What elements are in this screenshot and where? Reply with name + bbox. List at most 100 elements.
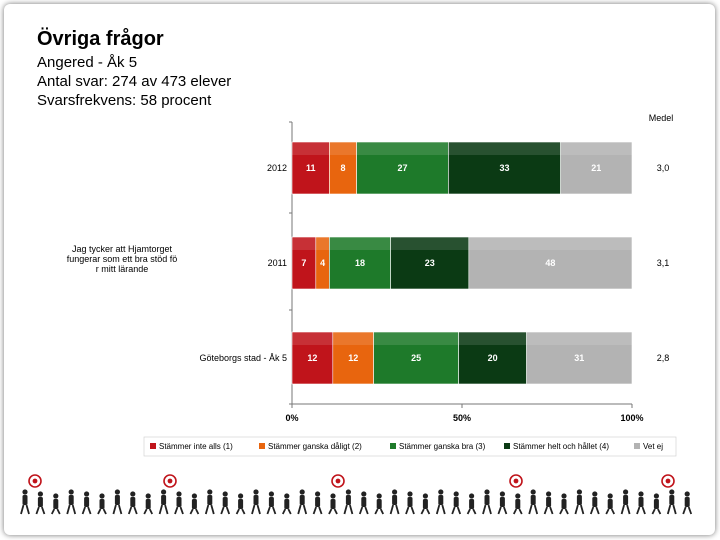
footer-figure-body — [638, 497, 644, 507]
bar-segment-highlight — [292, 142, 330, 155]
footer-figure-head — [330, 493, 336, 499]
medel-value: 3,1 — [657, 258, 670, 268]
footer-figure-leg — [636, 506, 641, 515]
bar-segment — [526, 331, 633, 385]
footer-figure-body — [253, 495, 259, 505]
footer-figure-leg — [179, 506, 184, 515]
footer-figure-body — [284, 499, 290, 509]
footer-figure-leg — [682, 506, 687, 515]
footer-figure-leg — [281, 508, 287, 515]
footer-figure-leg — [620, 504, 625, 515]
bar-segment-highlight — [458, 332, 527, 345]
medel-value: 2,8 — [657, 353, 670, 363]
footer-figure-body — [22, 495, 28, 505]
footer-figure-head — [469, 493, 475, 499]
footer-figure-leg — [451, 506, 456, 515]
footer-figure-leg — [466, 508, 471, 515]
footer-figure-head — [191, 493, 197, 499]
bar-segment-highlight — [560, 142, 632, 155]
footer-figure-leg — [651, 508, 656, 515]
footer-figure-leg — [580, 504, 585, 515]
footer-figure-leg — [487, 504, 492, 515]
footer-figure-leg — [195, 508, 200, 515]
footer-figure-head — [284, 493, 290, 499]
footer-figure-head — [499, 491, 505, 497]
footer-figure-head — [53, 493, 59, 499]
footer-figure-leg — [657, 508, 662, 515]
footer-figure-leg — [333, 508, 338, 515]
footer-figure-body — [376, 499, 382, 509]
footer-figure-body — [37, 497, 43, 507]
footer-figure-leg — [127, 506, 133, 515]
footer-figure-body — [607, 499, 613, 509]
footer-figure-head — [268, 491, 274, 497]
category-label: 2012 — [267, 163, 287, 173]
bar-segment-highlight — [373, 332, 459, 345]
footer-figure-leg — [349, 504, 354, 515]
footer-figure-leg — [389, 504, 394, 515]
footer-figure-body — [469, 499, 475, 509]
footer-figure-body — [176, 497, 182, 507]
footer-figure-leg — [287, 508, 292, 515]
footer-figure-head — [345, 489, 351, 495]
footer-figure-leg — [435, 504, 441, 515]
footer-figure-leg — [56, 508, 61, 515]
bar-segment — [291, 141, 330, 195]
medel-value: 3,0 — [657, 163, 670, 173]
footer-target-center — [513, 478, 519, 484]
footer-figure-leg — [97, 508, 102, 515]
data-label: 31 — [574, 353, 584, 363]
data-label: 11 — [306, 163, 316, 173]
footer-figure-head — [361, 491, 367, 497]
footer-figure-leg — [256, 504, 261, 515]
footer-figure-head — [161, 489, 167, 495]
footer-figure-body — [222, 497, 228, 507]
footer-figure-leg — [158, 504, 163, 515]
bar-segment-highlight — [390, 237, 469, 250]
footer-figure-leg — [87, 506, 92, 515]
footer-figure-head — [438, 489, 444, 495]
legend-swatch — [504, 443, 510, 449]
footer-figure-head — [515, 493, 521, 499]
footer-figure-leg — [672, 504, 677, 515]
bar-segment-highlight — [332, 332, 374, 345]
footer-figure-body — [68, 495, 74, 505]
footer-figure-leg — [266, 506, 271, 515]
footer-figure-head — [407, 491, 413, 497]
footer-figure-leg — [220, 506, 225, 515]
data-label: 4 — [320, 258, 325, 268]
footer-figure-leg — [143, 508, 148, 515]
footer-figure-leg — [456, 506, 462, 515]
bar-segment — [356, 141, 449, 195]
footer-figure-leg — [666, 504, 672, 515]
bar-segment-highlight — [292, 332, 333, 345]
footer-target-center — [665, 478, 671, 484]
footer-figure-leg — [210, 504, 215, 515]
footer-figure-leg — [420, 508, 425, 515]
footer-figure-leg — [641, 506, 646, 515]
footer-figure-leg — [204, 504, 210, 515]
footer-figure-body — [546, 497, 552, 507]
footer-figure-body — [484, 495, 490, 505]
footer-figure-body — [453, 497, 459, 507]
footer-figure-leg — [528, 504, 533, 515]
footer-figure-leg — [626, 504, 631, 515]
footer-figure-leg — [343, 504, 348, 515]
footer-target-center — [335, 478, 341, 484]
footer-figure-head — [484, 489, 490, 495]
footer-figure-leg — [20, 504, 25, 515]
data-label: 7 — [301, 258, 306, 268]
question-label-line: r mitt lärande — [96, 264, 149, 274]
footer-figure-head — [99, 493, 105, 499]
footer-figure-body — [84, 497, 90, 507]
footer-figure-leg — [364, 506, 369, 515]
data-label: 27 — [397, 163, 407, 173]
footer-figure-head — [130, 491, 136, 497]
footer-figure-head — [684, 491, 690, 497]
footer-figure-leg — [574, 504, 579, 515]
footer-figure-head — [376, 493, 382, 499]
category-label: 2011 — [268, 258, 287, 268]
footer-figure-body — [268, 497, 274, 507]
legend-swatch — [634, 443, 640, 449]
footer-figure-leg — [605, 508, 610, 515]
